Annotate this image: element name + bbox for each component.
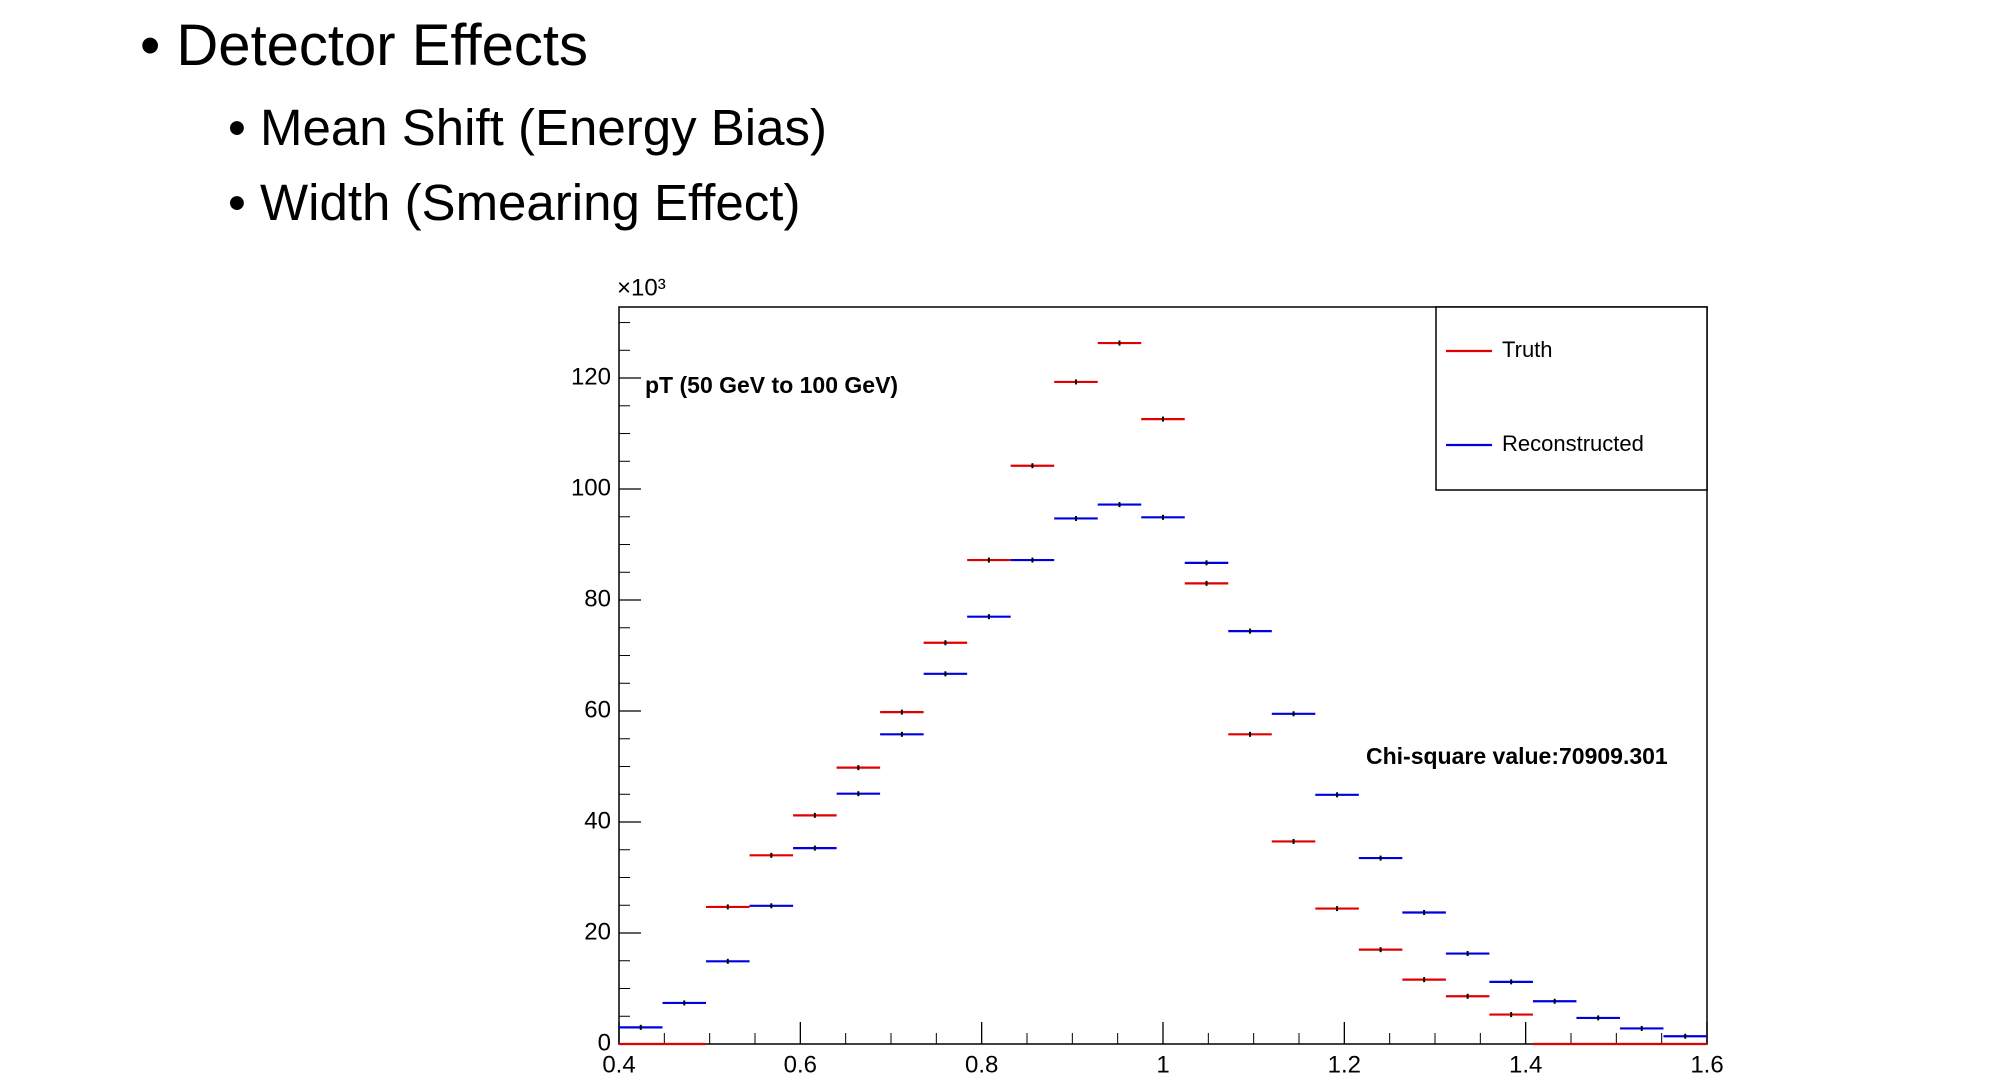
y-tick-label: 20 (584, 918, 611, 945)
bullet: • Detector Effects (140, 13, 588, 78)
legend-label: Truth (1502, 337, 1553, 362)
sub-bullet: • Width (Smearing Effect) (228, 174, 801, 231)
sub-bullet: • Mean Shift (Energy Bias) (228, 99, 827, 156)
y-tick-label: 60 (584, 696, 611, 723)
x-tick-label: 1.6 (1690, 1051, 1723, 1078)
y-tick-label: 40 (584, 807, 611, 834)
y-tick-label: 120 (571, 363, 611, 390)
y-tick-label: 80 (584, 585, 611, 612)
bullet-text: Detector Effects (176, 13, 588, 78)
x-tick-label: 1.2 (1328, 1051, 1361, 1078)
y-tick-label: 0 (598, 1029, 611, 1056)
x-tick-label: 1.4 (1509, 1051, 1542, 1078)
y-tick-label: 100 (571, 474, 611, 501)
x-tick-label: 0.8 (965, 1051, 998, 1078)
x-tick-label: 0.6 (784, 1051, 817, 1078)
y-multiplier: ×10³ (617, 274, 666, 301)
chart-title: pT (50 GeV to 100 GeV) (645, 372, 898, 398)
x-tick-label: 0.4 (602, 1051, 635, 1078)
legend-label: Reconstructed (1502, 431, 1644, 456)
bullet-text: Width (Smearing Effect) (260, 174, 801, 231)
bullet-text: Mean Shift (Energy Bias) (260, 99, 827, 156)
legend-box (1435, 306, 1708, 491)
annotation: Chi-square value:70909.301 (1366, 743, 1668, 769)
x-tick-label: 1 (1156, 1051, 1169, 1078)
